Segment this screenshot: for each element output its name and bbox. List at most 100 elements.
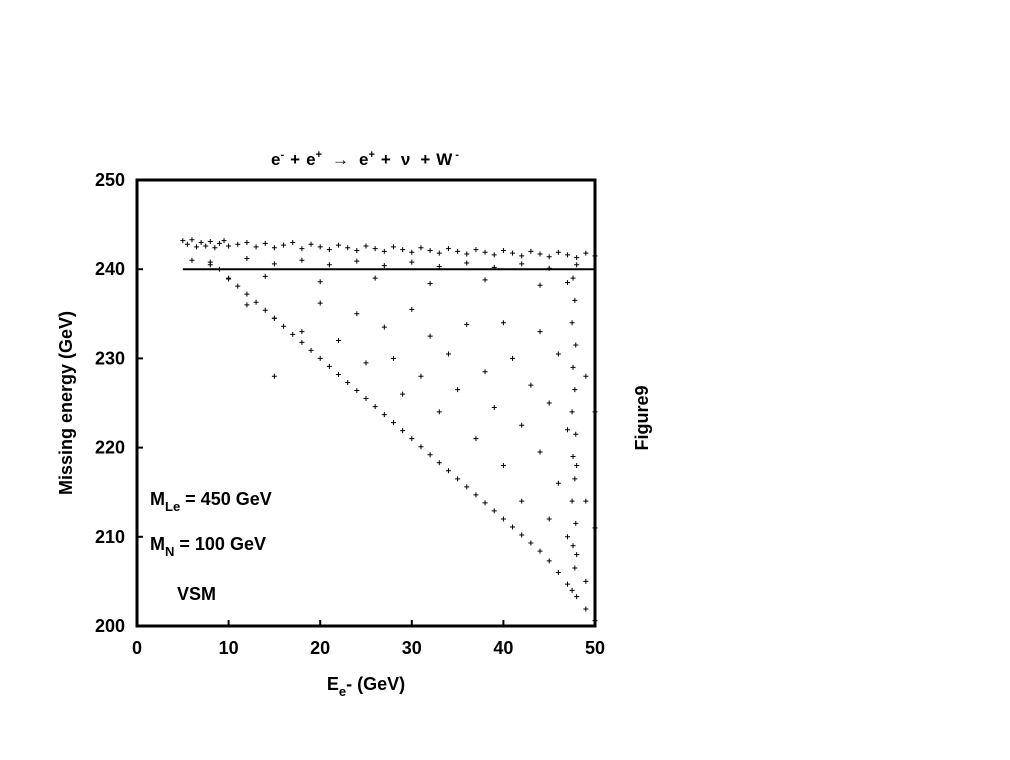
x-tick-label: 20 [310, 638, 330, 658]
data-point [445, 351, 451, 357]
data-point [482, 369, 488, 375]
data-point [473, 492, 479, 498]
data-point [244, 255, 250, 261]
data-point [574, 594, 580, 600]
data-point [216, 240, 222, 246]
data-point [400, 428, 406, 434]
data-point [555, 249, 561, 255]
data-point [299, 329, 305, 335]
data-point [271, 315, 277, 321]
data-point [336, 338, 342, 344]
data-point [372, 404, 378, 410]
data-point [510, 250, 516, 256]
data-point [253, 244, 259, 250]
data-point [583, 578, 589, 584]
data-point [189, 237, 195, 243]
data-point [464, 484, 470, 490]
data-point [546, 254, 552, 260]
x-tick-label: 10 [219, 638, 239, 658]
data-point [592, 618, 598, 624]
data-point [519, 253, 525, 259]
data-point [491, 252, 497, 258]
data-point [409, 306, 415, 312]
y-axis-label: Missing energy (GeV) [56, 311, 76, 495]
data-point [436, 264, 442, 270]
data-point [299, 257, 305, 263]
data-point [528, 382, 534, 388]
data-point [281, 242, 287, 248]
data-point [482, 500, 488, 506]
data-point [569, 587, 575, 593]
data-point [226, 243, 232, 249]
data-point [299, 339, 305, 345]
data-point [244, 239, 250, 245]
data-point [194, 244, 200, 250]
data-point [189, 257, 195, 263]
y-tick-label: 200 [95, 616, 125, 636]
data-point [573, 431, 579, 437]
data-point [281, 323, 287, 329]
data-point [572, 297, 578, 303]
data-point [570, 454, 576, 460]
scatter-points [180, 237, 598, 624]
data-point [482, 249, 488, 255]
annotation-model: VSM [177, 584, 216, 604]
data-point [491, 508, 497, 514]
data-point [464, 251, 470, 257]
data-point [221, 238, 227, 244]
data-point [317, 300, 323, 306]
data-point [326, 262, 332, 268]
data-point [528, 248, 534, 254]
data-point [381, 324, 387, 330]
data-point [519, 261, 525, 267]
data-point [372, 246, 378, 252]
data-point [290, 331, 296, 337]
data-point [555, 480, 561, 486]
data-point [308, 347, 314, 353]
data-point [574, 462, 580, 468]
data-point [235, 241, 241, 247]
data-point [573, 342, 579, 348]
figure-label: Figure9 [632, 385, 652, 450]
data-point [336, 371, 342, 377]
data-point [583, 373, 589, 379]
data-point [336, 242, 342, 248]
data-point [390, 420, 396, 426]
data-point [574, 255, 580, 261]
data-point [583, 250, 589, 256]
data-point [537, 329, 543, 335]
data-point [400, 247, 406, 253]
data-point [555, 569, 561, 575]
y-tick-label: 240 [95, 259, 125, 279]
data-point [572, 565, 578, 571]
data-point [500, 247, 506, 253]
data-point [473, 436, 479, 442]
data-point [491, 264, 497, 270]
data-point [226, 275, 232, 281]
data-point [583, 498, 589, 504]
data-point [409, 249, 415, 255]
data-point [317, 279, 323, 285]
data-point [427, 247, 433, 253]
data-point [381, 412, 387, 418]
data-point [537, 548, 543, 554]
data-point [565, 252, 571, 258]
data-point [207, 239, 213, 245]
data-point [569, 320, 575, 326]
data-point [345, 379, 351, 385]
data-point [180, 238, 186, 244]
data-point [308, 241, 314, 247]
data-point [573, 520, 579, 526]
x-tick-label: 50 [585, 638, 605, 658]
data-point [572, 476, 578, 482]
data-point [445, 468, 451, 474]
data-point [537, 282, 543, 288]
data-point [464, 322, 470, 328]
data-point [500, 320, 506, 326]
data-point [546, 400, 552, 406]
data-point [473, 247, 479, 253]
y-tick-label: 250 [95, 170, 125, 190]
data-point [519, 498, 525, 504]
data-point [569, 498, 575, 504]
data-point [546, 265, 552, 271]
